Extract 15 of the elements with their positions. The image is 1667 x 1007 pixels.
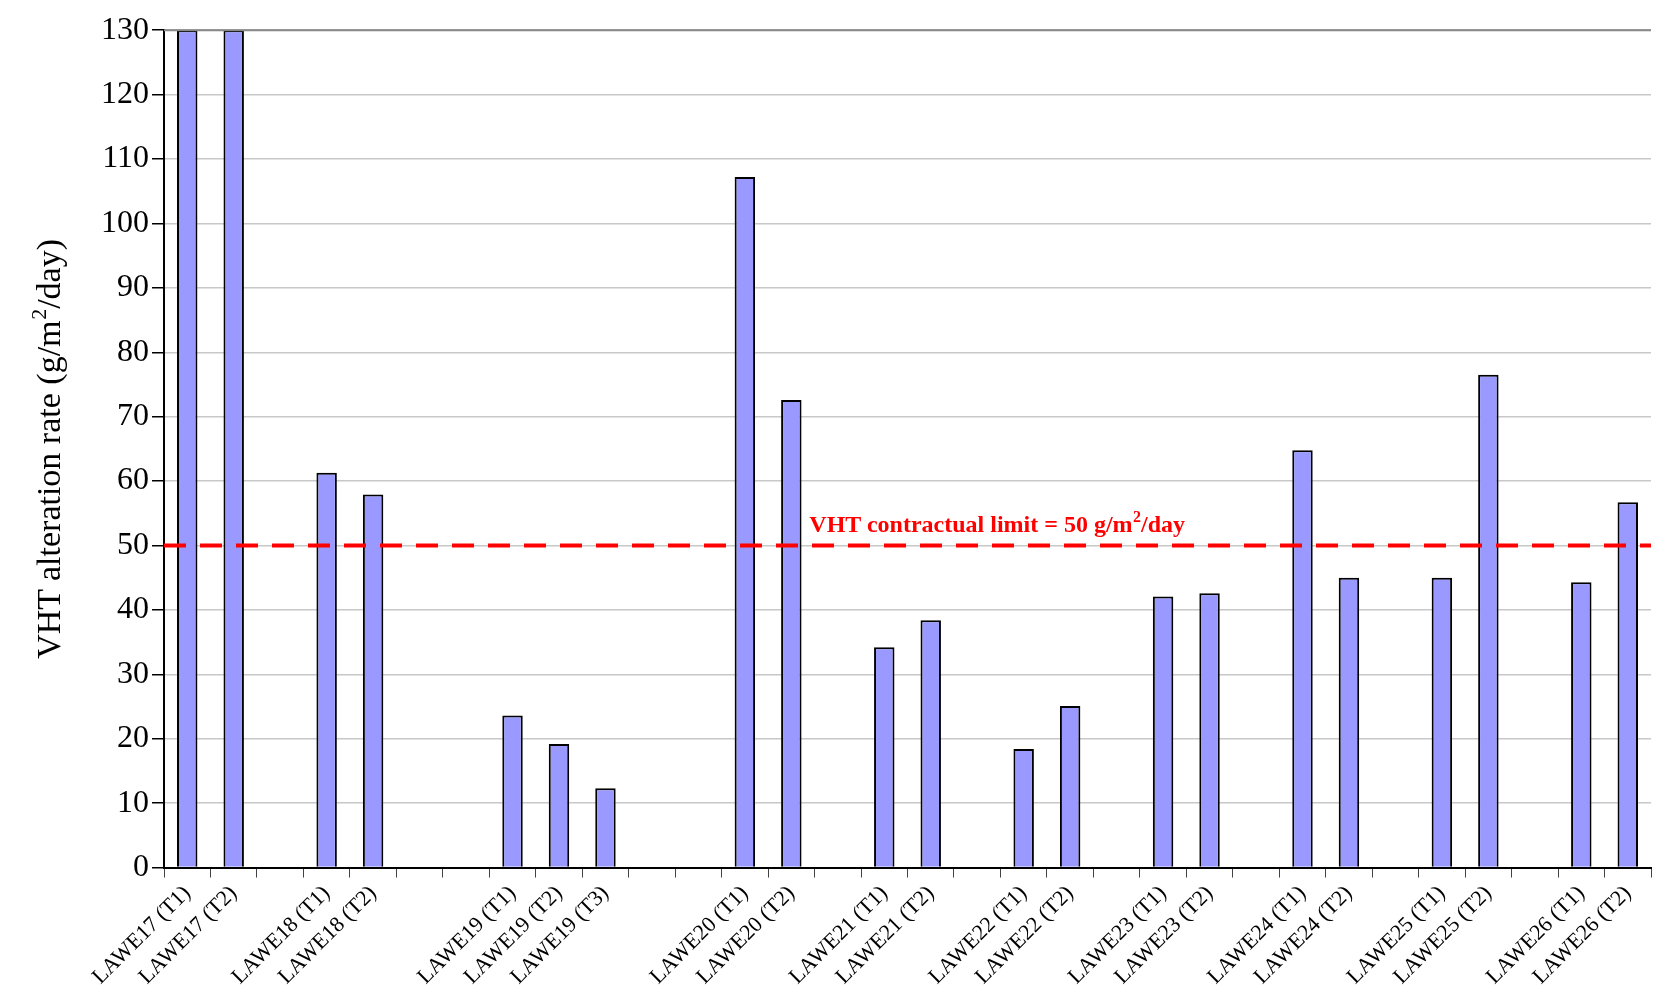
y-tick-label: 60 [117, 460, 149, 497]
y-tick-label: 130 [101, 9, 149, 46]
y-tick-label: 90 [117, 267, 149, 304]
y-tick-label: 100 [101, 202, 149, 239]
y-tick-label: 120 [101, 74, 149, 111]
y-tick-label: 50 [117, 524, 149, 561]
y-tick-label: 30 [117, 653, 149, 690]
y-tick-label: 70 [117, 396, 149, 433]
y-tick-label: 40 [117, 589, 149, 626]
y-tick-label: 20 [117, 718, 149, 755]
y-tick-label: 0 [133, 846, 149, 883]
y-axis-title: VHT alteration rate (g/m2/day) [26, 238, 68, 659]
y-tick-label: 110 [102, 138, 149, 175]
y-tick-label: 10 [117, 782, 149, 819]
y-tick-label: 80 [117, 331, 149, 368]
